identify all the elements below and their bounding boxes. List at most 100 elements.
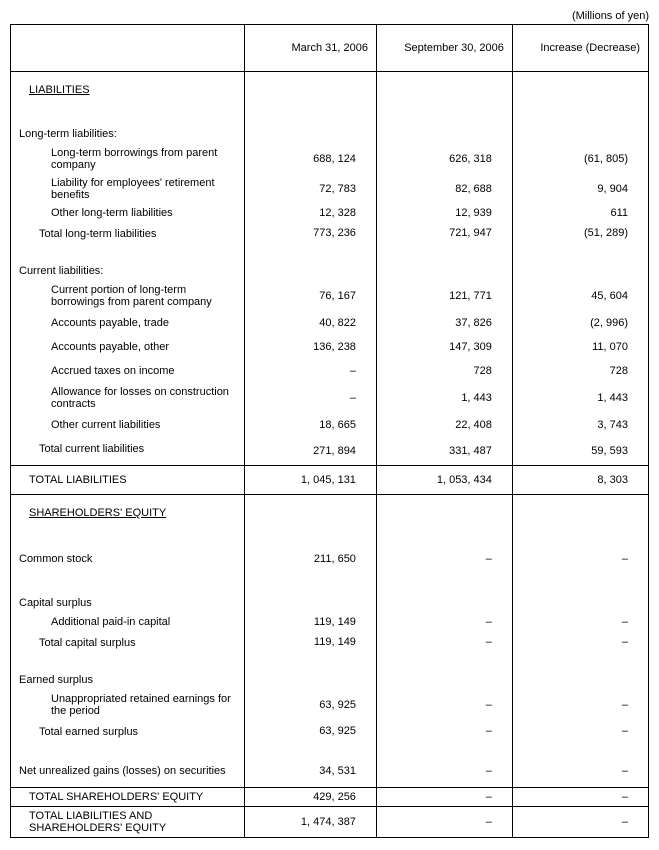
cell-value: 271, 894 [244, 437, 376, 466]
cell-value: – [376, 807, 512, 838]
table-row: TOTAL SHAREHOLDERS' EQUITY 429, 256 – – [11, 788, 649, 807]
longterm-title: Long-term liabilities: [11, 120, 245, 144]
table-row: Unappropriated retained earnings for the… [11, 690, 649, 720]
cell-value: – [512, 631, 648, 652]
cell-value: 728 [376, 359, 512, 383]
table-row: TOTAL LIABILITIES 1, 045, 131 1, 053, 43… [11, 466, 649, 495]
table-row: SHAREHOLDERS' EQUITY [11, 495, 649, 530]
cell-value: 1, 053, 434 [376, 466, 512, 495]
table-row: LIABILITIES [11, 72, 649, 107]
total-equity-label: TOTAL SHAREHOLDERS' EQUITY [11, 788, 245, 807]
row-label: Additional paid-in capital [11, 613, 245, 631]
row-label: Total earned surplus [11, 720, 245, 741]
cell-value: 37, 826 [376, 311, 512, 335]
blank-row [11, 652, 649, 666]
table-row: Total earned surplus 63, 925 – – [11, 720, 649, 741]
table-row: Long-term borrowings from parent company… [11, 144, 649, 174]
cell-value: – [512, 690, 648, 720]
table-row: Additional paid-in capital 119, 149 – – [11, 613, 649, 631]
header-col3: Increase (Decrease) [512, 25, 648, 72]
header-col2: September 30, 2006 [376, 25, 512, 72]
cell-value: – [376, 690, 512, 720]
table-row: Liability for employees' retirement bene… [11, 174, 649, 204]
cell-value: 40, 822 [244, 311, 376, 335]
row-label: Accounts payable, other [11, 335, 245, 359]
row-label: Current portion of long-term borrowings … [11, 281, 245, 311]
cell-value: – [512, 543, 648, 575]
cell-value: 82, 688 [376, 174, 512, 204]
cell-value: 8, 303 [512, 466, 648, 495]
table-row: Earned surplus [11, 666, 649, 690]
table-row: Accrued taxes on income – 728 728 [11, 359, 649, 383]
row-label: Common stock [11, 543, 245, 575]
cell-value: 12, 939 [376, 204, 512, 222]
cell-value: – [376, 613, 512, 631]
cell-value: – [512, 788, 648, 807]
row-label: Other current liabilities [11, 413, 245, 437]
header-blank [11, 25, 245, 72]
cell-value: 34, 531 [244, 755, 376, 788]
cell-value: 9, 904 [512, 174, 648, 204]
row-label: Other long-term liabilities [11, 204, 245, 222]
current-title: Current liabilities: [11, 257, 245, 281]
row-label: Unappropriated retained earnings for the… [11, 690, 245, 720]
cell-value: – [376, 755, 512, 788]
table-row: Total current liabilities 271, 894 331, … [11, 437, 649, 466]
cell-value: 721, 947 [376, 222, 512, 243]
cell-value: (51, 289) [512, 222, 648, 243]
cell-value: 136, 238 [244, 335, 376, 359]
cell-value: – [244, 359, 376, 383]
blank-row [11, 529, 649, 543]
cell-value: 119, 149 [244, 613, 376, 631]
cell-value: 11, 070 [512, 335, 648, 359]
liabilities-header: LIABILITIES [11, 72, 245, 107]
cell-value: 611 [512, 204, 648, 222]
table-row: Other long-term liabilities 12, 328 12, … [11, 204, 649, 222]
row-label: Net unrealized gains (losses) on securit… [11, 755, 245, 788]
capital-surplus-title: Capital surplus [11, 589, 245, 613]
row-label: Accounts payable, trade [11, 311, 245, 335]
cell-value: 1, 045, 131 [244, 466, 376, 495]
cell-value: – [512, 755, 648, 788]
cell-value: 429, 256 [244, 788, 376, 807]
table-row: Total capital surplus 119, 149 – – [11, 631, 649, 652]
cell-value: 76, 167 [244, 281, 376, 311]
cell-value: 63, 925 [244, 690, 376, 720]
cell-value: 72, 783 [244, 174, 376, 204]
earned-surplus-title: Earned surplus [11, 666, 245, 690]
cell-value: 626, 318 [376, 144, 512, 174]
table-row: Other current liabilities 18, 665 22, 40… [11, 413, 649, 437]
table-row: Long-term liabilities: [11, 120, 649, 144]
row-label: Total capital surplus [11, 631, 245, 652]
cell-value: 688, 124 [244, 144, 376, 174]
table-row: TOTAL LIABILITIES AND SHAREHOLDERS' EQUI… [11, 807, 649, 838]
row-label: Allowance for losses on construction con… [11, 383, 245, 413]
cell-value: (61, 805) [512, 144, 648, 174]
total-liabilities-label: TOTAL LIABILITIES [11, 466, 245, 495]
blank-row [11, 741, 649, 755]
cell-value: 3, 743 [512, 413, 648, 437]
blank-row [11, 575, 649, 589]
table-row: Net unrealized gains (losses) on securit… [11, 755, 649, 788]
row-label: Total long-term liabilities [11, 222, 245, 243]
cell-value: 45, 604 [512, 281, 648, 311]
cell-value: – [376, 788, 512, 807]
cell-value: – [512, 613, 648, 631]
table-row: Accounts payable, trade 40, 822 37, 826 … [11, 311, 649, 335]
cell-value: – [376, 720, 512, 741]
cell-value: 12, 328 [244, 204, 376, 222]
row-label: Total current liabilities [11, 437, 245, 466]
cell-value: 121, 771 [376, 281, 512, 311]
cell-value: – [376, 631, 512, 652]
cell-value: 59, 593 [512, 437, 648, 466]
cell-value: 22, 408 [376, 413, 512, 437]
row-label: Accrued taxes on income [11, 359, 245, 383]
cell-value: – [376, 543, 512, 575]
cell-value: – [512, 807, 648, 838]
cell-value: 728 [512, 359, 648, 383]
cell-value: 331, 487 [376, 437, 512, 466]
cell-value: 18, 665 [244, 413, 376, 437]
cell-value: 119, 149 [244, 631, 376, 652]
total-liab-equity-label: TOTAL LIABILITIES AND SHAREHOLDERS' EQUI… [11, 807, 245, 838]
table-row: Common stock 211, 650 – – [11, 543, 649, 575]
